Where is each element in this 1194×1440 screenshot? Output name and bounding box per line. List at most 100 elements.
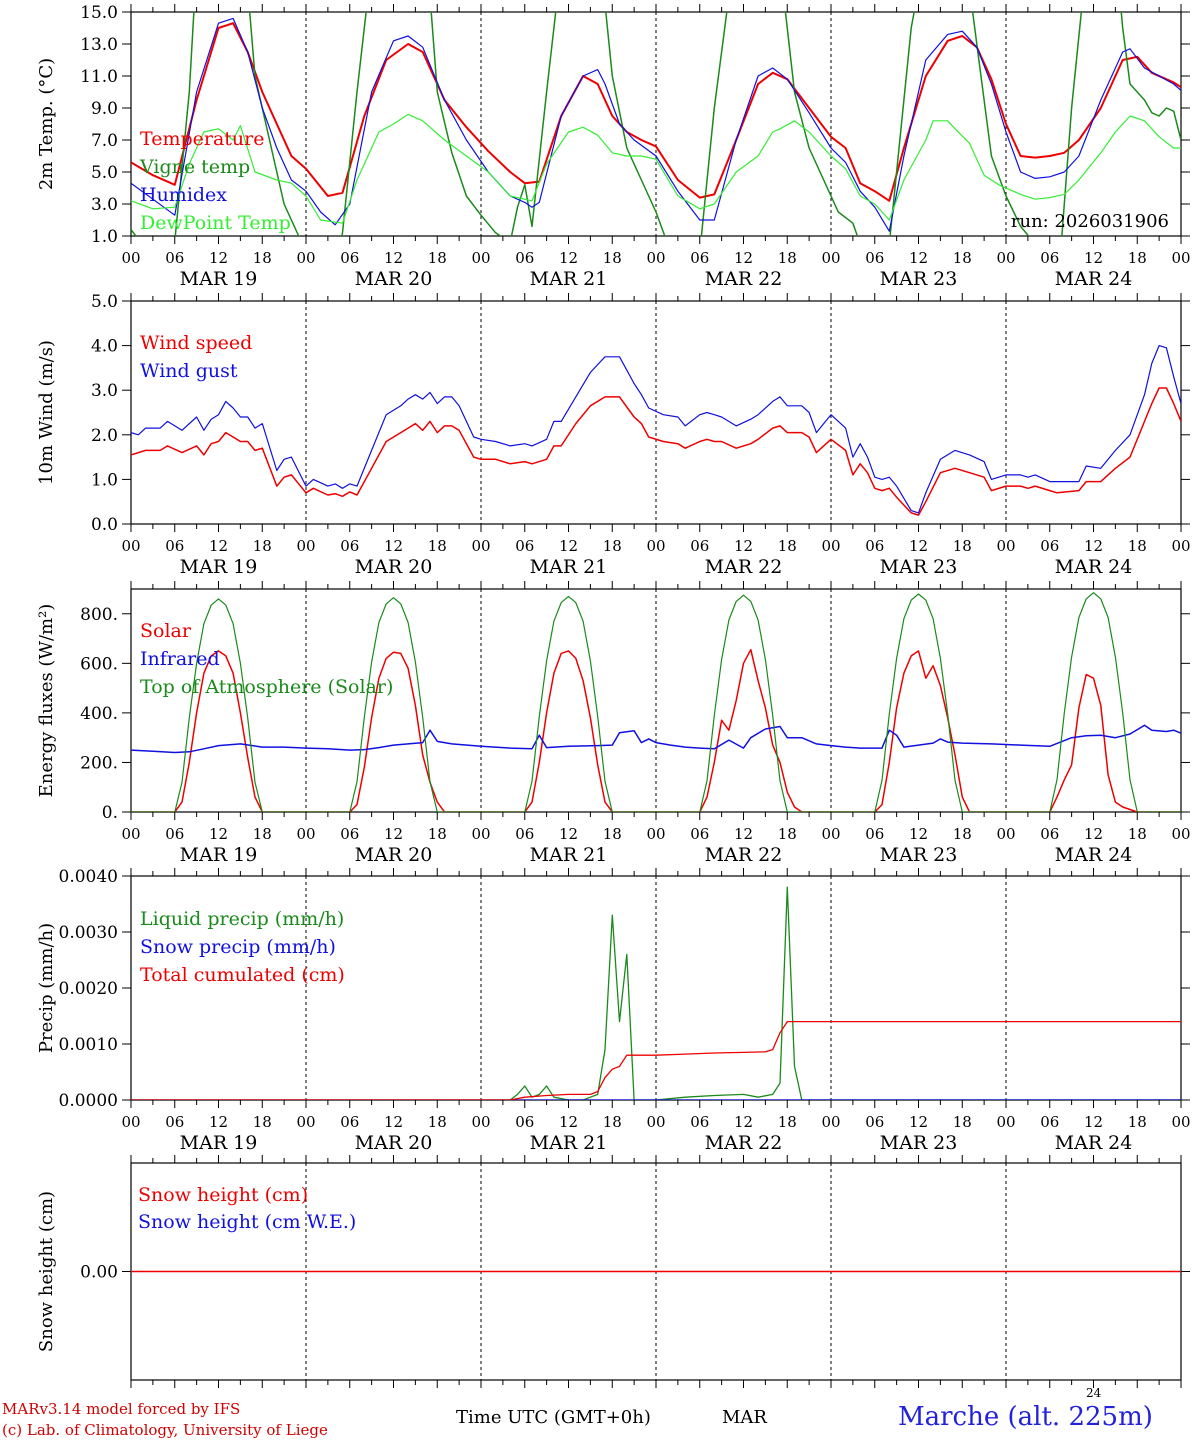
legend-entry: Top of Atmosphere (Solar): [140, 676, 393, 698]
x-tick-label: 00: [471, 249, 490, 267]
x-tick-label: 12: [559, 537, 578, 555]
station-name: Marche (alt. 225m): [898, 1402, 1153, 1432]
plot-frame: [130, 11, 1182, 237]
x-tick-label: 18: [603, 825, 622, 843]
x-tick-label: 00: [471, 825, 490, 843]
x-tick-label: 06: [865, 537, 884, 555]
x-tick-label: 06: [515, 1113, 534, 1131]
y-tick-label: 11.0: [80, 67, 118, 87]
legend-entry: Snow precip (mm/h): [140, 936, 336, 958]
day-label: MAR 20: [355, 1132, 433, 1154]
x-tick-label: 18: [603, 537, 622, 555]
plot-frame: [130, 588, 1182, 813]
day-label: MAR 21: [530, 268, 608, 290]
day-label: MAR 21: [530, 556, 608, 578]
y-tick-label: 13.0: [80, 35, 118, 55]
x-tick-label: 06: [690, 537, 709, 555]
x-tick-label: 06: [340, 249, 359, 267]
legend-entry: Solar: [140, 620, 192, 642]
series-temperature: [131, 22, 1181, 202]
x-tick-label: 18: [253, 249, 272, 267]
lab-credit: (c) Lab. of Climatology, University of L…: [2, 1421, 328, 1439]
x-tick-label: 12: [559, 249, 578, 267]
x-tick-label: 00: [646, 1113, 665, 1131]
x-tick-label: 06: [865, 249, 884, 267]
y-tick-label: 0.: [102, 803, 118, 823]
series-total-cumulated-cm: [131, 1020, 1181, 1100]
x-tick-label: 12: [734, 537, 753, 555]
x-tick-label: 00: [296, 537, 315, 555]
x-tick-label: 06: [165, 1113, 184, 1131]
x-tick-label: 06: [340, 1113, 359, 1131]
day-label: MAR 22: [705, 1132, 783, 1154]
x-tick-label: 12: [559, 1113, 578, 1131]
y-axis-title: Snow height (cm): [36, 1191, 57, 1352]
x-tick-label: 06: [515, 249, 534, 267]
panel-precip: 00 06 12 18 00 06 12 18 00 06 12 18 00 06 12 18 00 06 12 18…: [36, 867, 1191, 1154]
x-tick-label: 18: [428, 537, 447, 555]
x-tick-label: 00: [1171, 825, 1190, 843]
x-tick-label: 00: [821, 537, 840, 555]
x-tick-label: 12: [1084, 1113, 1103, 1131]
x-tick-label: 00: [996, 537, 1015, 555]
x-tick-label: 18: [1128, 537, 1147, 555]
x-tick-label: 18: [428, 1113, 447, 1131]
series-group: [131, 592, 1181, 812]
panel-energy: 00 06 12 18 00 06 12 18 00 06 12 18 00 06 12 18 00 06 12 18…: [36, 581, 1191, 866]
day-label: MAR 21: [530, 1132, 608, 1154]
series-group: [131, 345, 1181, 516]
day-label: MAR 24: [1055, 844, 1133, 866]
day-label: MAR 23: [880, 556, 958, 578]
series-liquid-precip-mm-h: [131, 886, 1181, 1100]
x-tick-label: 12: [1084, 249, 1103, 267]
y-tick-label: 0.0010: [59, 1035, 118, 1055]
model-credit: MARv3.14 model forced by IFS: [2, 1400, 241, 1418]
y-tick-label: 5.0: [91, 292, 118, 312]
y-tick-label: 0.0030: [59, 923, 118, 943]
x-tick-label: 06: [165, 537, 184, 555]
x-tick-label: 00: [296, 249, 315, 267]
x-tick-label: 00: [1171, 249, 1190, 267]
series-group: [131, 886, 1181, 1100]
day-label: MAR 19: [180, 268, 258, 290]
day-label: MAR 21: [530, 844, 608, 866]
x-tick-label: 00: [646, 825, 665, 843]
y-tick-label: 1.0: [91, 470, 118, 490]
day-label: MAR 19: [180, 556, 258, 578]
x-tick-label: 12: [1084, 825, 1103, 843]
panel-snow: 0.00 Snow height (cm) Snow height (cm) Snow…: [36, 1155, 1190, 1388]
legend-entry: Snow height (cm W.E.): [138, 1211, 356, 1233]
x-tick-label: 00: [996, 1113, 1015, 1131]
x-tick-label: 00: [996, 825, 1015, 843]
x-tick-label: 18: [253, 537, 272, 555]
y-tick-label: 0.0020: [59, 979, 118, 999]
x-tick-label: 12: [209, 249, 228, 267]
x-tick-label: 18: [953, 1113, 972, 1131]
y-tick-label: 0.0000: [59, 1091, 118, 1111]
x-tick-label: 12: [384, 1113, 403, 1131]
y-tick-label: 400.: [80, 704, 118, 724]
legend-entry: Liquid precip (mm/h): [140, 908, 344, 930]
day-label: MAR 24: [1055, 556, 1133, 578]
y-tick-label: 0.0: [91, 515, 118, 535]
x-tick-label: 18: [603, 249, 622, 267]
x-tick-label: 00: [821, 1113, 840, 1131]
x-tick-label: 18: [253, 825, 272, 843]
series-dewpoint-temp: [131, 113, 1181, 224]
y-tick-label: 2.0: [91, 426, 118, 446]
y-axis-title: Precip (mm/h): [36, 923, 57, 1053]
x-tick-label: 18: [603, 1113, 622, 1131]
x-tick-label: 00: [471, 1113, 490, 1131]
x-tick-label: 06: [340, 825, 359, 843]
legend-entry: Wind speed: [140, 332, 252, 354]
y-tick-label: 9.0: [91, 99, 118, 119]
x-tick-label: 00: [121, 249, 140, 267]
x-tick-label: 06: [690, 1113, 709, 1131]
x-tick-label: 00: [1171, 537, 1190, 555]
x-tick-label: 00: [296, 1113, 315, 1131]
x-tick-label: 00: [121, 537, 140, 555]
x-tick-label: 18: [778, 1113, 797, 1131]
y-tick-label: 200.: [80, 753, 118, 773]
month-label: MAR: [722, 1407, 767, 1428]
